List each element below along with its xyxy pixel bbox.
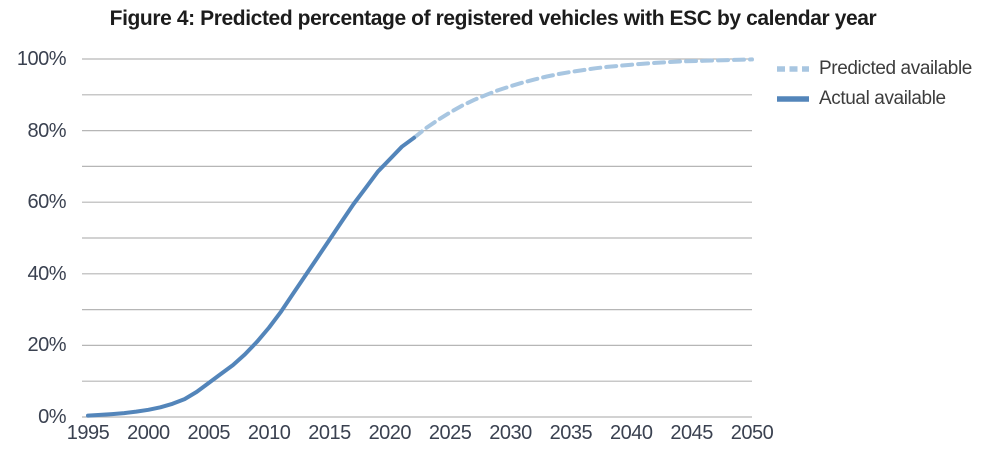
x-axis-tick-2005: 2005 bbox=[187, 422, 230, 444]
series-predicted-line bbox=[412, 57, 754, 140]
legend-item-predicted: Predicted available bbox=[776, 54, 972, 84]
x-axis-tick-2045: 2045 bbox=[670, 422, 713, 444]
x-axis-tick-2010: 2010 bbox=[247, 422, 291, 444]
x-axis-tick-2020: 2020 bbox=[368, 422, 412, 444]
legend-label-predicted: Predicted available bbox=[819, 58, 972, 79]
y-axis-tick-20: 20% bbox=[27, 334, 66, 357]
x-axis-tick-2015: 2015 bbox=[308, 422, 351, 444]
actual-solid-line-icon bbox=[777, 96, 809, 102]
legend-label-actual: Actual available bbox=[819, 88, 946, 109]
series-actual-line bbox=[86, 135, 416, 418]
x-axis-tick-2035: 2035 bbox=[549, 422, 593, 444]
x-axis-tick-2030: 2030 bbox=[489, 422, 532, 444]
legend-item-actual: Actual available bbox=[776, 84, 972, 114]
y-axis-tick-60: 60% bbox=[27, 191, 66, 214]
x-axis-tick-2000: 2000 bbox=[127, 422, 170, 444]
predicted-dashed-line-icon bbox=[777, 66, 809, 72]
x-axis-tick-2050: 2050 bbox=[730, 422, 774, 444]
y-axis-tick-40: 40% bbox=[27, 262, 66, 285]
chart-legend: Predicted available Actual available bbox=[776, 54, 972, 114]
chart-title: Figure 4: Predicted percentage of regist… bbox=[109, 7, 877, 30]
y-axis-tick-80: 80% bbox=[27, 119, 66, 142]
y-axis-tick-0: 0% bbox=[38, 406, 66, 428]
y-axis-tick-100: 100% bbox=[16, 48, 67, 70]
x-axis-tick-2025: 2025 bbox=[428, 422, 472, 444]
x-axis-tick-2040: 2040 bbox=[610, 422, 653, 444]
x-axis-tick-1995: 1995 bbox=[66, 422, 110, 444]
